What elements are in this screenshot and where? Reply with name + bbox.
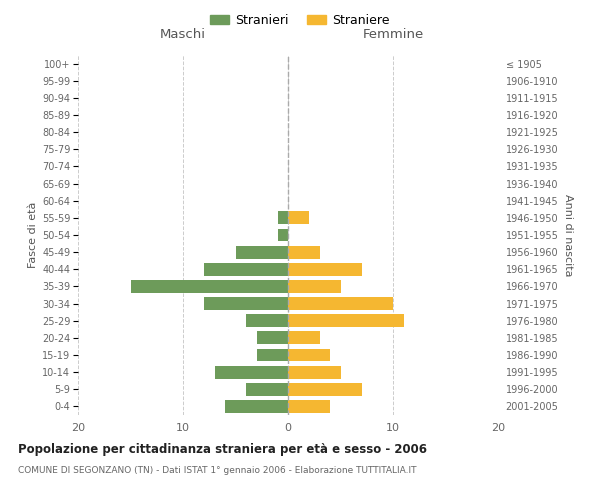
Bar (257, 332, 288, 344)
Bar (288, 383, 361, 396)
Text: Popolazione per cittadinanza straniera per età e sesso - 2006: Popolazione per cittadinanza straniera p… (18, 442, 427, 456)
Bar (246, 383, 288, 396)
Bar (215, 366, 288, 378)
Bar (288, 246, 320, 258)
Text: Maschi: Maschi (160, 28, 206, 42)
Bar (204, 297, 288, 310)
Y-axis label: Anni di nascita: Anni di nascita (563, 194, 572, 276)
Bar (288, 297, 393, 310)
Bar (288, 400, 330, 413)
Y-axis label: Fasce di età: Fasce di età (28, 202, 38, 268)
Bar (277, 212, 288, 224)
Bar (277, 228, 288, 241)
Text: Femmine: Femmine (362, 28, 424, 42)
Bar (246, 314, 288, 327)
Bar (288, 212, 309, 224)
Legend: Stranieri, Straniere: Stranieri, Straniere (205, 8, 395, 32)
Bar (288, 366, 341, 378)
Bar (130, 280, 288, 293)
Bar (204, 263, 288, 276)
Bar (235, 246, 288, 258)
Text: COMUNE DI SEGONZANO (TN) - Dati ISTAT 1° gennaio 2006 - Elaborazione TUTTITALIA.: COMUNE DI SEGONZANO (TN) - Dati ISTAT 1°… (18, 466, 416, 475)
Bar (288, 280, 341, 293)
Bar (288, 348, 330, 362)
Bar (288, 314, 404, 327)
Bar (288, 332, 320, 344)
Bar (225, 400, 288, 413)
Bar (288, 263, 361, 276)
Bar (257, 348, 288, 362)
